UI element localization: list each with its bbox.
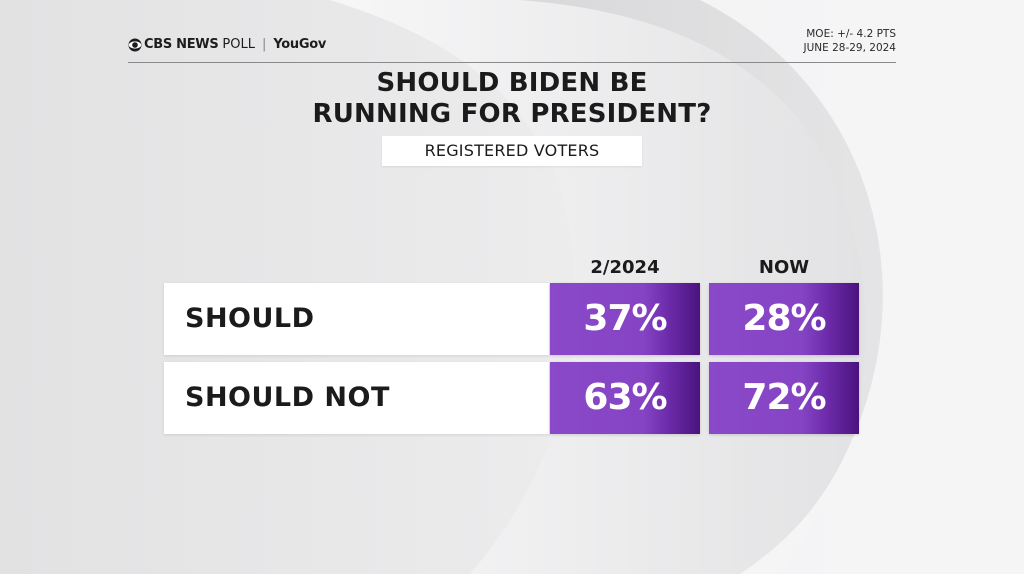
- poll-meta: MOE: +/- 4.2 PTS JUNE 28-29, 2024: [803, 27, 896, 55]
- column-header-now: NOW: [758, 257, 810, 278]
- chart-title: SHOULD BIDEN BE RUNNING FOR PRESIDENT?: [212, 68, 812, 130]
- cell-should-not-2-2024: 63%: [550, 362, 700, 434]
- value-should-not-2-2024: 63%: [583, 377, 667, 418]
- header-bar: CBS NEWS POLL | YouGov MOE: +/- 4.2 PTS …: [128, 28, 896, 63]
- value-should-not-now: 72%: [742, 377, 826, 418]
- chart-subtitle: REGISTERED VOTERS: [382, 136, 642, 166]
- chart-title-line-2: RUNNING FOR PRESIDENT?: [312, 99, 712, 129]
- cbs-eye-icon: [128, 38, 142, 51]
- row-label-should: SHOULD: [185, 303, 315, 334]
- margin-of-error: MOE: +/- 4.2 PTS: [806, 28, 896, 40]
- column-header-2-2024: 2/2024: [590, 257, 660, 278]
- brand-poll: POLL: [222, 37, 255, 52]
- brand-logo: CBS NEWS POLL | YouGov: [128, 37, 326, 52]
- row-label-should-not: SHOULD NOT: [185, 382, 390, 413]
- cell-should-now: 28%: [709, 283, 859, 355]
- value-should-2-2024: 37%: [583, 298, 667, 339]
- brand-yougov: YouGov: [273, 37, 327, 52]
- brand-separator: |: [261, 37, 267, 52]
- row-label-box: SHOULD: [164, 283, 549, 355]
- poll-dates: JUNE 28-29, 2024: [803, 42, 896, 54]
- cell-should-not-now: 72%: [709, 362, 859, 434]
- chart-title-line-1: SHOULD BIDEN BE: [376, 68, 648, 98]
- value-should-now: 28%: [742, 298, 826, 339]
- row-label-box: SHOULD NOT: [164, 362, 549, 434]
- cell-should-2-2024: 37%: [550, 283, 700, 355]
- brand-cbs-news: CBS NEWS: [144, 37, 219, 52]
